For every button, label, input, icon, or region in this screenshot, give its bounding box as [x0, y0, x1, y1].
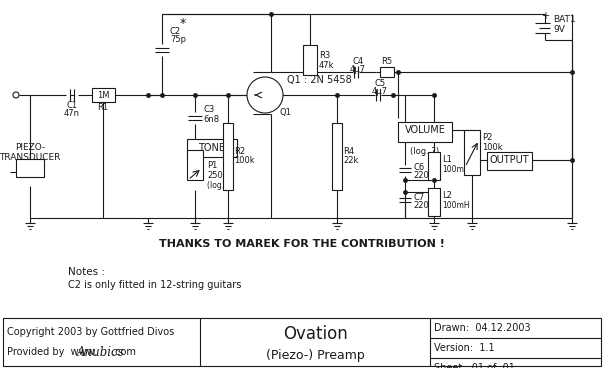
- Text: Q1: Q1: [279, 107, 291, 117]
- Bar: [428, 188, 440, 216]
- Text: BAT1: BAT1: [553, 15, 576, 25]
- Text: *: *: [180, 18, 186, 31]
- Text: 75p: 75p: [170, 35, 186, 45]
- Text: 1M: 1M: [97, 91, 109, 99]
- Text: (log. ?): (log. ?): [411, 148, 440, 156]
- Text: L1: L1: [442, 156, 452, 164]
- Text: 100k: 100k: [482, 144, 503, 152]
- Text: Drawn:  04.12.2003: Drawn: 04.12.2003: [434, 323, 531, 333]
- Text: 47n: 47n: [64, 109, 80, 117]
- Text: Notes :: Notes :: [68, 267, 105, 277]
- Bar: [223, 123, 233, 190]
- Text: TONE: TONE: [199, 143, 225, 153]
- Text: Sheet:  01 of  01: Sheet: 01 of 01: [434, 363, 515, 368]
- Text: Provided by  www.: Provided by www.: [7, 347, 97, 357]
- Bar: [3, 318, 601, 366]
- Text: C1: C1: [66, 100, 77, 110]
- Text: VOLUME: VOLUME: [405, 125, 445, 135]
- Text: 220n: 220n: [413, 201, 434, 209]
- Text: 47k: 47k: [319, 60, 335, 70]
- Text: 220n: 220n: [413, 171, 434, 180]
- Text: P2: P2: [482, 134, 492, 142]
- Text: 100mH: 100mH: [442, 164, 470, 173]
- Text: 22k: 22k: [343, 156, 358, 165]
- Text: 250k: 250k: [207, 171, 228, 180]
- Text: L2: L2: [442, 191, 452, 201]
- Text: R1: R1: [97, 103, 109, 112]
- Bar: [303, 45, 317, 75]
- Text: OUTPUT: OUTPUT: [489, 155, 529, 165]
- Bar: [332, 123, 342, 190]
- Text: Copyright 2003 by Gottfried Divos: Copyright 2003 by Gottfried Divos: [7, 327, 174, 337]
- Text: P1: P1: [207, 162, 217, 170]
- Bar: [16, 159, 44, 177]
- Bar: [92, 88, 115, 102]
- Text: 4µ7: 4µ7: [350, 66, 366, 74]
- Text: Anubics: Anubics: [77, 346, 124, 358]
- Bar: [464, 130, 480, 175]
- Text: .com: .com: [109, 347, 136, 357]
- Text: C4: C4: [353, 57, 364, 67]
- Text: C5: C5: [374, 78, 385, 88]
- Text: TRANSDUCER: TRANSDUCER: [0, 152, 60, 162]
- Text: R3: R3: [319, 50, 330, 60]
- Bar: [187, 139, 237, 157]
- Text: 9V: 9V: [553, 25, 565, 35]
- Text: C2: C2: [170, 28, 181, 36]
- Text: C3: C3: [203, 106, 214, 114]
- Text: Version:  1.1: Version: 1.1: [434, 343, 495, 353]
- Text: +: +: [541, 11, 549, 21]
- Text: (log. ?): (log. ?): [207, 181, 234, 191]
- Circle shape: [13, 92, 19, 98]
- Bar: [487, 152, 532, 170]
- Text: Q1 : 2N 5458: Q1 : 2N 5458: [287, 75, 352, 85]
- Text: Ovation: Ovation: [283, 325, 347, 343]
- Bar: [398, 122, 452, 142]
- Text: PIEZO-: PIEZO-: [15, 144, 45, 152]
- Text: R2: R2: [234, 147, 245, 156]
- Bar: [187, 150, 203, 180]
- Text: (Piezo-) Preamp: (Piezo-) Preamp: [266, 350, 364, 362]
- Text: 100k: 100k: [234, 156, 255, 165]
- Bar: [381, 67, 394, 77]
- Text: R5: R5: [382, 57, 393, 67]
- Text: R4: R4: [343, 147, 354, 156]
- Bar: [428, 152, 440, 180]
- Circle shape: [247, 77, 283, 113]
- Text: THANKS TO MAREK FOR THE CONTRIBUTION !: THANKS TO MAREK FOR THE CONTRIBUTION !: [159, 239, 445, 249]
- Text: C6: C6: [413, 163, 424, 173]
- Text: 6n8: 6n8: [203, 114, 219, 124]
- Text: 100mH: 100mH: [442, 201, 470, 209]
- Text: C7: C7: [413, 192, 424, 202]
- Text: C2 is only fitted in 12-string guitars: C2 is only fitted in 12-string guitars: [68, 280, 242, 290]
- Text: 4µ7: 4µ7: [372, 86, 388, 96]
